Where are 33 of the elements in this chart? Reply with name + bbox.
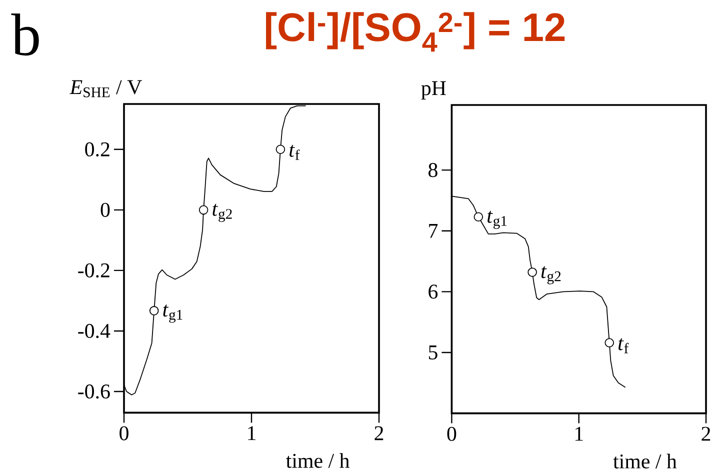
x-tick-label: 2 xyxy=(374,426,384,440)
y-tick-label: 6 xyxy=(428,284,438,299)
annotation: t$_{g2}$ xyxy=(541,266,561,284)
x-tick-label: 1 xyxy=(575,426,583,441)
point xyxy=(528,268,537,277)
x-tick-label: 2 xyxy=(702,426,710,441)
y-tick-label: -0.2 xyxy=(78,263,110,278)
point xyxy=(149,306,159,316)
annotation: t$_{g1}$ xyxy=(488,210,507,229)
x-axis-title: time / h xyxy=(613,454,677,469)
annotation: t$_{g2}$ xyxy=(212,204,232,222)
annotation: t$_{f}$ xyxy=(618,338,629,354)
x-tick-label: 0 xyxy=(120,426,128,440)
point xyxy=(276,144,286,154)
x-tick-label: 1 xyxy=(248,426,256,440)
point xyxy=(474,212,484,222)
x-tick-label: 0 xyxy=(447,426,456,441)
y-tick-label: -0.6 xyxy=(78,384,110,399)
y-tick-label: 5 xyxy=(428,346,438,360)
y-tick-label: 0.2 xyxy=(85,142,110,156)
y-tick-label: 8 xyxy=(428,163,438,178)
y-axis-title: E$_{SHE}$ / V xyxy=(70,80,142,98)
point xyxy=(198,205,208,215)
y-tick-label: 0 xyxy=(100,202,110,217)
y-tick-label: -0.4 xyxy=(78,324,110,338)
chart-title: [Cl$^{-}$]/[SO$_{4}$$^{2-}$] = 12 xyxy=(266,12,565,52)
y-tick-label: 7 xyxy=(429,224,438,238)
x-axis-title: time / h xyxy=(286,453,350,468)
annotation: t$_{g1}$ xyxy=(163,304,182,323)
text: b xyxy=(11,14,39,56)
annotation: t$_{f}$ xyxy=(290,144,300,160)
point xyxy=(604,338,614,348)
y-axis-title: pH xyxy=(421,81,446,100)
